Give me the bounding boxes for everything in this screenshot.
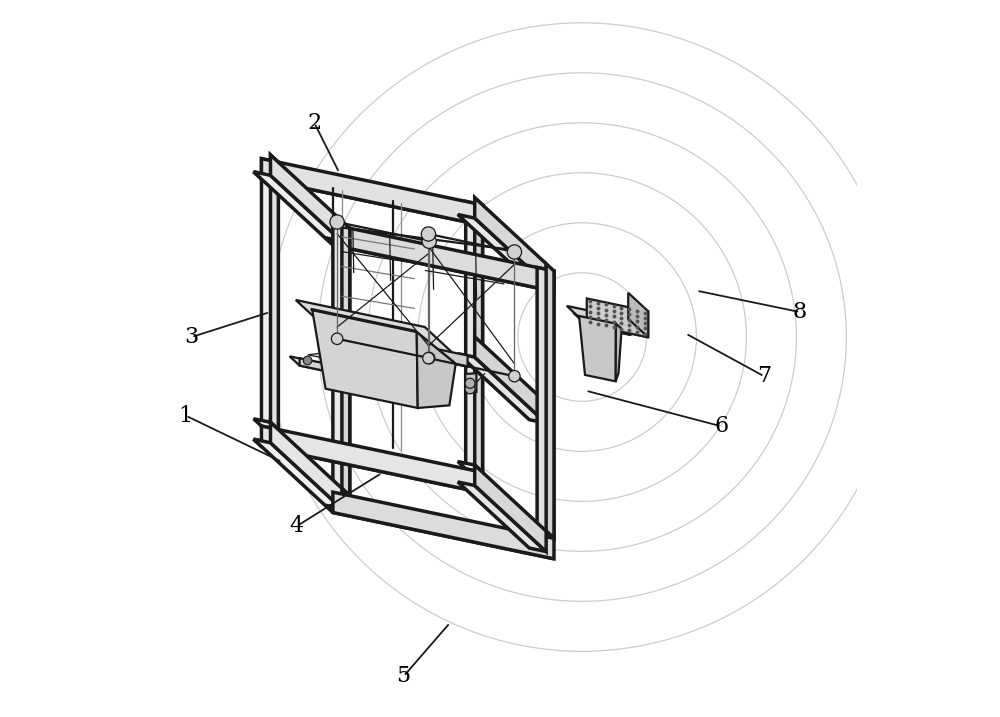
- Polygon shape: [417, 332, 456, 408]
- Polygon shape: [261, 426, 483, 493]
- Text: 8: 8: [793, 301, 807, 323]
- Polygon shape: [458, 462, 483, 473]
- Polygon shape: [529, 528, 554, 538]
- Polygon shape: [475, 198, 483, 473]
- Polygon shape: [573, 313, 630, 335]
- Polygon shape: [300, 358, 413, 389]
- Polygon shape: [579, 316, 616, 381]
- Polygon shape: [537, 267, 554, 538]
- Text: 5: 5: [397, 665, 411, 688]
- Polygon shape: [254, 440, 342, 509]
- Polygon shape: [254, 419, 278, 429]
- Polygon shape: [254, 172, 342, 242]
- Polygon shape: [270, 155, 278, 429]
- Polygon shape: [270, 422, 342, 509]
- Circle shape: [331, 333, 343, 344]
- Polygon shape: [325, 485, 350, 495]
- Polygon shape: [254, 172, 483, 225]
- Polygon shape: [458, 353, 546, 423]
- Polygon shape: [628, 293, 648, 337]
- Polygon shape: [466, 201, 483, 473]
- Circle shape: [424, 352, 435, 364]
- Polygon shape: [616, 323, 622, 381]
- Text: 7: 7: [757, 366, 771, 387]
- Polygon shape: [349, 365, 380, 374]
- Polygon shape: [465, 374, 476, 393]
- Polygon shape: [296, 300, 468, 366]
- Polygon shape: [546, 264, 554, 538]
- Text: 2: 2: [307, 112, 321, 134]
- Polygon shape: [333, 224, 554, 291]
- Polygon shape: [254, 440, 483, 493]
- Circle shape: [421, 227, 436, 241]
- Polygon shape: [342, 221, 350, 495]
- Circle shape: [465, 379, 475, 388]
- Circle shape: [509, 371, 520, 382]
- Circle shape: [507, 244, 522, 259]
- Polygon shape: [475, 337, 546, 423]
- Polygon shape: [311, 309, 456, 364]
- Text: 1: 1: [179, 404, 193, 427]
- Circle shape: [465, 384, 475, 394]
- Polygon shape: [567, 306, 648, 337]
- Polygon shape: [458, 482, 546, 551]
- Polygon shape: [616, 307, 630, 335]
- Circle shape: [423, 353, 434, 364]
- Polygon shape: [458, 214, 546, 284]
- Polygon shape: [333, 224, 350, 495]
- Circle shape: [422, 234, 436, 248]
- Polygon shape: [312, 310, 418, 408]
- Polygon shape: [261, 158, 278, 429]
- Circle shape: [330, 215, 344, 229]
- Text: 3: 3: [184, 326, 199, 348]
- Polygon shape: [261, 158, 483, 225]
- Text: 4: 4: [289, 516, 304, 537]
- Text: 6: 6: [714, 415, 728, 437]
- Polygon shape: [325, 505, 554, 559]
- Polygon shape: [290, 356, 413, 389]
- Polygon shape: [475, 465, 546, 551]
- Polygon shape: [403, 373, 413, 389]
- Polygon shape: [333, 492, 554, 559]
- Polygon shape: [270, 155, 342, 242]
- Polygon shape: [308, 351, 360, 366]
- Polygon shape: [587, 311, 630, 335]
- Polygon shape: [475, 198, 546, 284]
- Polygon shape: [339, 328, 468, 366]
- Circle shape: [303, 356, 312, 365]
- Polygon shape: [587, 298, 648, 337]
- Polygon shape: [325, 238, 554, 291]
